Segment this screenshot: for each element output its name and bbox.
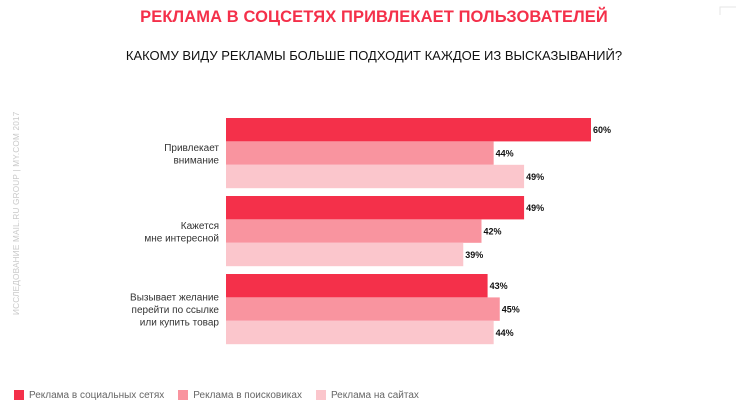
chart-title: РЕКЛАМА В СОЦСЕТЯХ ПРИВЛЕКАЕТ ПОЛЬЗОВАТЕ… <box>140 8 608 26</box>
legend-label-social: Реклама в социальных сетях <box>29 389 165 401</box>
data-label-social: 49% <box>526 203 544 213</box>
bar-social <box>226 274 488 298</box>
legend-swatch-social <box>14 390 24 400</box>
data-label-sites: 49% <box>526 172 544 182</box>
category-label: или купить товар <box>140 318 220 329</box>
category-label: Вызывает желание <box>130 293 219 304</box>
data-label-search: 44% <box>496 149 514 159</box>
legend-item-search: Реклама в поисковиках <box>178 390 302 401</box>
bar-search <box>226 297 500 321</box>
data-label-sites: 39% <box>465 250 483 260</box>
category-label: Привлекает <box>164 143 219 154</box>
data-label-search: 42% <box>484 227 502 237</box>
category-label: мне интересной <box>144 233 219 244</box>
bar-social <box>226 196 525 220</box>
data-label-sites: 44% <box>496 328 514 338</box>
data-label-search: 45% <box>502 305 520 315</box>
legend-swatch-search <box>178 390 189 400</box>
legend-item-social: Реклама в социальных сетях <box>14 390 164 401</box>
chart-subtitle: КАКОМУ ВИДУ РЕКЛАМЫ БОЛЬШЕ ПОДХОДИТ КАЖД… <box>125 48 623 63</box>
bar-sites <box>226 242 464 267</box>
bar-search <box>226 219 482 243</box>
legend-label-search: Реклама в поисковиках <box>193 389 302 401</box>
corner-decoration-icon <box>719 6 736 15</box>
bar-sites <box>226 320 494 345</box>
data-label-social: 60% <box>593 125 611 135</box>
legend-swatch-sites <box>315 390 326 400</box>
bar-social <box>226 118 591 142</box>
category-label: внимание <box>173 155 219 166</box>
data-label-social: 43% <box>490 281 508 291</box>
chart-legend: Реклама в социальных сетях Реклама в пои… <box>14 387 433 403</box>
category-label: Кажется <box>181 221 219 232</box>
legend-label-sites: Реклама на сайтах <box>330 389 419 401</box>
legend-item-sites: Реклама на сайтах <box>315 389 419 401</box>
bar-search <box>226 141 494 165</box>
category-label: перейти по ссылке <box>132 305 220 316</box>
bar-sites <box>226 164 525 189</box>
